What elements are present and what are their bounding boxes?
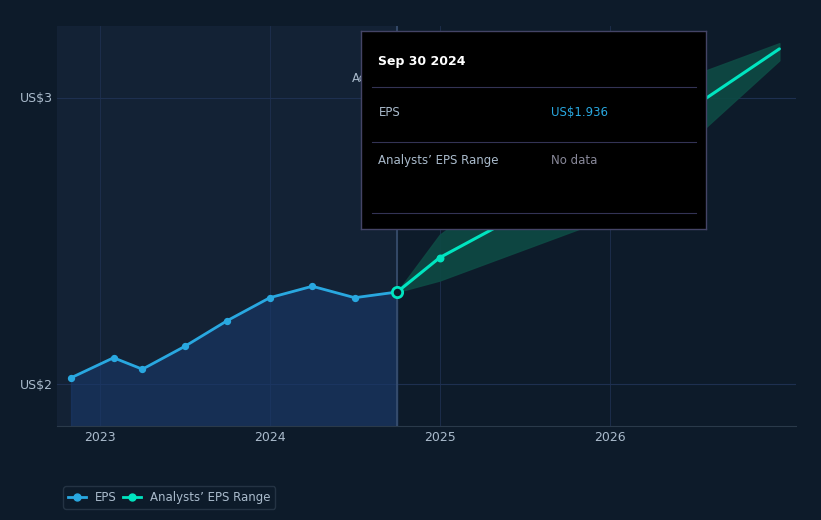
Point (433, 254, 447, 262)
Text: Actual: Actual (351, 72, 388, 85)
Text: Analysts’ EPS Range: Analysts’ EPS Range (378, 154, 499, 167)
Point (65, 373, 78, 382)
Point (107, 354, 120, 362)
Text: No data: No data (551, 154, 597, 167)
Point (135, 365, 149, 373)
Legend: EPS, Analysts’ EPS Range: EPS, Analysts’ EPS Range (63, 486, 275, 509)
Point (391, 288, 404, 296)
Point (305, 282, 319, 290)
Point (348, 294, 361, 302)
Text: Sep 30 2024: Sep 30 2024 (378, 55, 466, 68)
Point (221, 316, 234, 324)
Point (603, 159, 616, 167)
Text: US$1.936: US$1.936 (551, 106, 608, 119)
Text: EPS: EPS (378, 106, 400, 119)
Point (264, 294, 277, 302)
Point (178, 342, 191, 350)
Text: Analysts Forecasts: Analysts Forecasts (406, 72, 516, 85)
Bar (57, 26, 397, 426)
